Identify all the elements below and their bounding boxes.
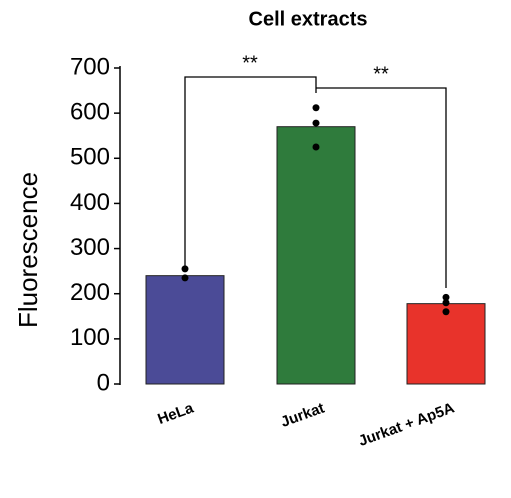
chart-title: Cell extracts — [249, 8, 368, 30]
data-point — [181, 274, 189, 282]
bar — [276, 126, 356, 385]
y-tick-label: 700 — [70, 53, 110, 80]
significance-bracket — [316, 87, 447, 288]
data-point — [442, 293, 450, 301]
data-point — [442, 299, 450, 307]
y-tick-label: 0 — [97, 369, 110, 396]
y-tick-label: 200 — [70, 279, 110, 306]
significance-label: ** — [373, 63, 389, 85]
y-tick-label: 100 — [70, 324, 110, 351]
y-tick-label: 600 — [70, 98, 110, 125]
bar — [406, 303, 486, 385]
data-point — [312, 119, 320, 127]
y-axis-label: Fluorescence — [13, 172, 43, 328]
y-tick-label: 300 — [70, 234, 110, 261]
x-tick-label: Jurkat — [279, 400, 327, 431]
y-tick-label: 500 — [70, 144, 110, 171]
significance-bracket — [184, 76, 317, 268]
bar — [145, 275, 225, 385]
data-point — [442, 308, 450, 316]
data-point — [312, 143, 320, 151]
data-point — [181, 265, 189, 273]
data-point — [312, 104, 320, 112]
significance-label: ** — [242, 52, 258, 74]
x-tick-label: HeLa — [155, 399, 196, 428]
y-tick-label: 400 — [70, 189, 110, 216]
x-tick-label: Jurkat + Ap5A — [356, 399, 457, 449]
